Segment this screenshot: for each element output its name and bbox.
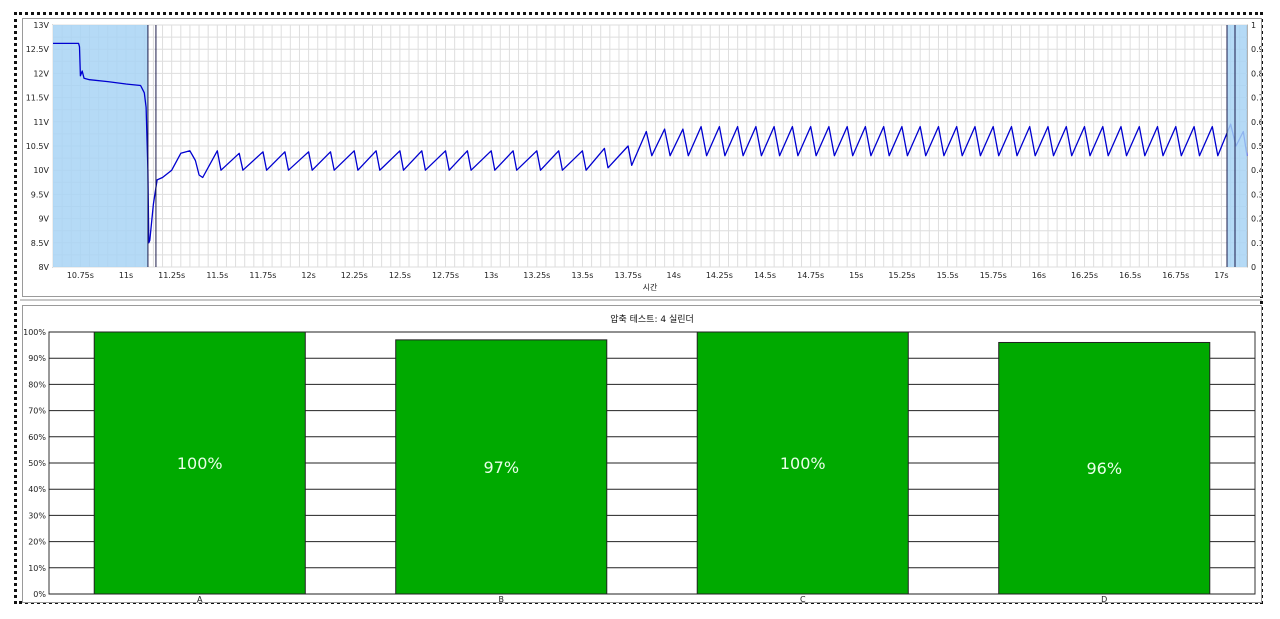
- y-tick-label: 9.5V: [31, 190, 50, 199]
- bar-y-tick-label: 60%: [28, 433, 46, 442]
- y-tick-label: 10.5V: [26, 142, 50, 151]
- y2-tick-label: 0.8: [1251, 69, 1261, 78]
- y-tick-label: 12.5V: [26, 45, 50, 54]
- y-tick-label: 13V: [33, 21, 49, 30]
- y2-axis-ticks: 1 0.9 0.8 0.7 0.6 0.5 0.4 0.3 0.2 0.1 0: [1251, 21, 1261, 272]
- bar-y-tick-label: 80%: [28, 380, 46, 389]
- bar-x-axis-ticks: A B C D: [197, 595, 1107, 602]
- y2-tick-label: 0.5: [1251, 142, 1261, 151]
- x-tick-label: 15.25s: [888, 271, 915, 280]
- x-tick-label: 15.5s: [937, 271, 959, 280]
- x-tick-label: 11.5s: [206, 271, 228, 280]
- x-tick-label: 13s: [484, 271, 498, 280]
- y-tick-label: 8.5V: [31, 239, 50, 248]
- bar-B[interactable]: [395, 339, 608, 595]
- x-tick-label: 10.75s: [67, 271, 94, 280]
- bar-y-tick-label: 10%: [28, 564, 46, 573]
- bar-x-tick-label: A: [197, 595, 203, 602]
- x-axis-ticks: 10.75s 11s 11.25s 11.5s 11.75s 12s 12.25s 12.5s…: [67, 271, 1229, 280]
- bar-value-label: 100%: [177, 454, 223, 473]
- bar-value-label: 100%: [780, 454, 826, 473]
- x-tick-label: 15s: [849, 271, 863, 280]
- bar-y-tick-label: 50%: [28, 459, 46, 468]
- x-tick-label: 16s: [1032, 271, 1046, 280]
- y2-tick-label: 0.9: [1251, 45, 1261, 54]
- x-tick-label: 13.5s: [571, 271, 593, 280]
- bar-y-tick-label: 40%: [28, 485, 46, 494]
- bar-y-tick-label: 100%: [23, 328, 46, 337]
- y2-tick-label: 0.2: [1251, 215, 1261, 224]
- x-tick-label: 15.75s: [980, 271, 1007, 280]
- compression-bar-chart[interactable]: 압축 테스트: 4 실린더 100% 97% 100% 96% 100% 90% 80% 7…: [23, 306, 1261, 602]
- x-tick-label: 12.5s: [389, 271, 411, 280]
- bar-y-tick-label: 90%: [28, 354, 46, 363]
- x-tick-label: 14.75s: [797, 271, 824, 280]
- y2-tick-label: 0: [1251, 263, 1256, 272]
- bar-y-axis-ticks: 100% 90% 80% 70% 60% 50% 40% 30% 20% 10% 0%: [23, 328, 46, 599]
- bar-chart-title: 압축 테스트: 4 실린더: [610, 313, 694, 325]
- x-tick-label: 11.75s: [249, 271, 276, 280]
- y-tick-label: 12V: [33, 69, 49, 78]
- panel-divider: [20, 299, 1262, 301]
- y-tick-label: 11V: [33, 118, 49, 127]
- bar-A[interactable]: [93, 331, 306, 595]
- x-tick-label: 11s: [119, 271, 133, 280]
- x-tick-label: 12.75s: [432, 271, 459, 280]
- x-tick-label: 14.5s: [754, 271, 776, 280]
- bar-x-tick-label: C: [800, 595, 806, 602]
- x-tick-label: 13.25s: [523, 271, 550, 280]
- x-tick-label: 12.25s: [341, 271, 368, 280]
- bar-C[interactable]: [696, 331, 909, 595]
- y2-tick-label: 0.6: [1251, 118, 1261, 127]
- y2-tick-label: 0.4: [1251, 166, 1261, 175]
- compression-chart-panel: 압축 테스트: 4 실린더 100% 97% 100% 96% 100% 90% 80% 7…: [22, 305, 1262, 603]
- x-tick-label: 14s: [667, 271, 681, 280]
- y-tick-label: 8V: [38, 263, 49, 272]
- y-axis-ticks: 13V 12.5V 12V 11.5V 11V 10.5V 10V 9.5V 9V 8.5V 8V: [26, 21, 50, 272]
- x-tick-label: 17s: [1214, 271, 1228, 280]
- x-tick-label: 12s: [301, 271, 315, 280]
- bar-x-tick-label: D: [1101, 595, 1107, 602]
- voltage-series-line: [53, 42, 1248, 244]
- bar-y-tick-label: 0%: [33, 590, 46, 599]
- voltage-chart-panel: 13V 12.5V 12V 11.5V 11V 10.5V 10V 9.5V 9V 8.5V 8V …: [22, 18, 1262, 297]
- bar-y-tick-label: 70%: [28, 407, 46, 416]
- bar-x-tick-label: B: [499, 595, 505, 602]
- cursor-lines[interactable]: [147, 25, 1247, 267]
- x-tick-label: 11.25s: [158, 271, 185, 280]
- bars-group: 100% 97% 100% 96%: [93, 331, 1211, 595]
- bar-value-label: 97%: [483, 458, 519, 477]
- selection-highlight[interactable]: [53, 25, 148, 267]
- bar-D[interactable]: [998, 341, 1211, 595]
- y2-tick-label: 0.1: [1251, 239, 1261, 248]
- y2-tick-label: 1: [1251, 21, 1256, 30]
- bar-y-tick-label: 20%: [28, 538, 46, 547]
- x-tick-label: 16.25s: [1071, 271, 1098, 280]
- y-tick-label: 9V: [38, 215, 49, 224]
- voltage-line-chart[interactable]: 13V12.5V12V11.5V11V10.5V10V9.5V9V8.5V8V …: [23, 19, 1261, 296]
- line-series-group: [53, 42, 1248, 244]
- x-tick-label: 16.5s: [1119, 271, 1141, 280]
- x-tick-label: 16.75s: [1162, 271, 1189, 280]
- x-tick-label: 13.75s: [615, 271, 642, 280]
- bar-y-tick-label: 30%: [28, 511, 46, 520]
- y-tick-label: 10V: [33, 166, 49, 175]
- y2-tick-label: 0.3: [1251, 190, 1261, 199]
- y-tick-label: 11.5V: [26, 94, 50, 103]
- x-tick-label: 14.25s: [706, 271, 733, 280]
- bar-value-label: 96%: [1086, 459, 1122, 478]
- right-selection-highlight[interactable]: [1227, 25, 1247, 267]
- x-axis-label: 시간: [643, 282, 658, 292]
- y2-tick-label: 0.7: [1251, 94, 1261, 103]
